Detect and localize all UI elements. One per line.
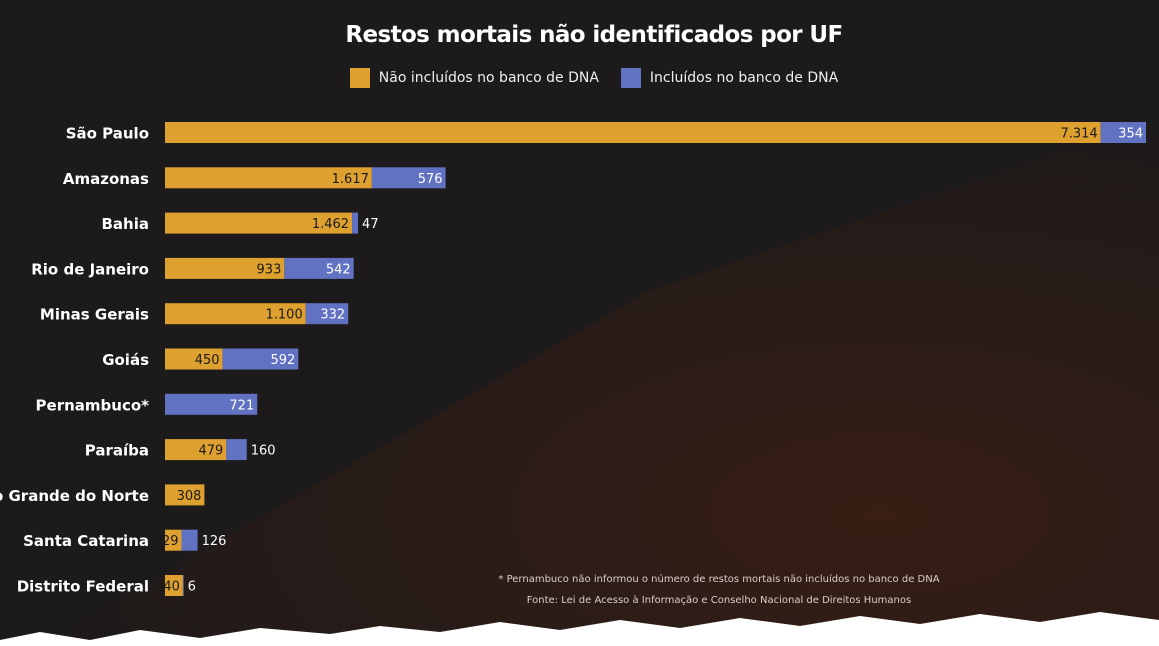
value-label-not-included: 933 <box>257 262 282 277</box>
bar-included <box>352 212 359 234</box>
category-label: Amazonas <box>63 170 149 188</box>
bar-not-included <box>165 575 183 596</box>
legend-swatch-included <box>620 68 641 88</box>
bar-included <box>181 529 198 551</box>
category-label: Pernambuco* <box>36 396 150 414</box>
bar-included <box>284 257 354 279</box>
legend-label-included: Incluídos no banco de DNA <box>649 70 839 86</box>
footnote: * Pernambuco não informou o número de re… <box>498 574 940 585</box>
value-label-included: 160 <box>251 444 276 459</box>
category-label: Distrito Federal <box>17 578 149 596</box>
bar-included <box>165 393 258 415</box>
value-label-not-included: 450 <box>195 353 220 368</box>
value-label-included: 542 <box>326 262 351 277</box>
value-label-not-included: 7.314 <box>1060 127 1097 142</box>
value-label-included: 47 <box>362 217 379 232</box>
category-label: Bahia <box>102 215 150 233</box>
bar-not-included <box>165 348 223 370</box>
value-label-included: 721 <box>229 398 254 413</box>
bar-not-included <box>165 303 306 325</box>
value-label-included: 592 <box>270 353 295 368</box>
torn-paper-edge <box>0 612 1159 646</box>
bar-not-included <box>165 484 205 506</box>
bar-not-included <box>165 529 182 551</box>
value-label-not-included: 479 <box>198 444 223 459</box>
legend-item-included: Incluídos no banco de DNA <box>620 68 839 88</box>
source-note: Fonte: Lei de Acesso à Informação e Cons… <box>526 595 912 606</box>
value-label-included: 126 <box>202 534 227 549</box>
background-diagonal-shape <box>40 120 1159 646</box>
value-label-included: 354 <box>1118 127 1143 142</box>
legend-item-not-included: Não incluídos no banco de DNA <box>349 68 599 88</box>
category-label: Minas Gerais <box>40 306 149 324</box>
value-label-not-included: 1.100 <box>266 308 303 323</box>
value-label-not-included: 1.462 <box>312 217 349 232</box>
category-label: Paraíba <box>85 442 149 460</box>
category-label: Rio de Janeiro <box>31 260 149 278</box>
value-label-not-included: 308 <box>177 489 202 504</box>
bar-not-included <box>165 439 227 461</box>
bar-included <box>371 167 446 189</box>
category-label: São Paulo <box>66 125 149 143</box>
bar-not-included <box>165 122 1101 143</box>
chart-title: Restos mortais não identificados por UF <box>345 22 843 48</box>
value-label-included: 576 <box>418 172 443 187</box>
bar-included <box>1100 122 1146 143</box>
value-label-not-included: 129 <box>154 534 179 549</box>
value-label-not-included: 1.617 <box>332 172 369 187</box>
value-label-not-included: 140 <box>155 580 180 595</box>
bar-included <box>182 575 184 596</box>
legend: Não incluídos no banco de DNA Incluídos … <box>0 68 1159 88</box>
bar-not-included <box>165 257 285 279</box>
bar-included <box>222 348 299 370</box>
legend-swatch-not-included <box>349 68 370 88</box>
bar-not-included <box>165 212 353 234</box>
value-label-included: 332 <box>320 308 345 323</box>
bar-not-included <box>165 167 372 189</box>
legend-label-not-included: Não incluídos no banco de DNA <box>378 70 599 86</box>
category-label: Rio Grande do Norte <box>0 487 149 505</box>
category-label: Goiás <box>102 351 149 369</box>
category-label: Santa Catarina <box>23 532 149 550</box>
bar-included <box>305 303 349 325</box>
value-label-included: 6 <box>188 580 196 595</box>
bar-included <box>226 439 247 461</box>
